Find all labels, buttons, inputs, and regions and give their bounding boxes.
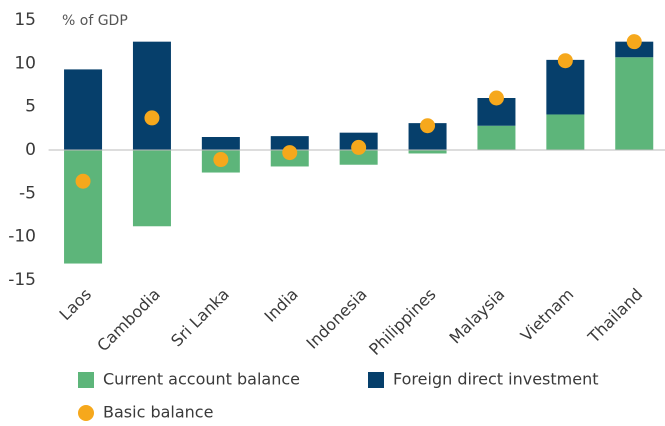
x-tick-label: Cambodia [93, 285, 164, 356]
legend-label: Current account balance [103, 370, 300, 389]
basic-balance-dot [351, 139, 367, 155]
x-tick-label: Indonesia [303, 285, 371, 353]
y-tick-label: 0 [25, 140, 36, 160]
y-tick-label: 5 [25, 97, 36, 117]
bar [270, 136, 309, 150]
bar [132, 41, 171, 150]
bar [477, 125, 516, 150]
bar [546, 114, 585, 150]
legend-label: Foreign direct investment [393, 370, 599, 389]
basic-balance-dot [213, 152, 229, 168]
bar [615, 57, 654, 151]
bar [132, 150, 171, 227]
y-tick-label: -15 [8, 270, 36, 290]
y-tick-label: 10 [14, 53, 36, 73]
bar [339, 150, 378, 165]
y-tick-label: -10 [8, 227, 36, 247]
bar [64, 69, 103, 150]
x-tick-label: Malaysia [446, 285, 509, 348]
basic-balance-dot [75, 173, 91, 189]
basic-balance-dot [282, 145, 298, 161]
bar [64, 150, 103, 264]
basic-balance-dot [626, 34, 642, 50]
legend-swatch [78, 372, 94, 388]
bar [201, 137, 240, 150]
basic-balance-dot [144, 110, 160, 126]
x-tick-label: Laos [56, 285, 95, 324]
x-tick-label: India [261, 285, 302, 326]
basic-balance-dot [557, 53, 573, 69]
bar [615, 41, 654, 58]
legend-label: Basic balance [103, 403, 213, 422]
legend-swatch [78, 405, 94, 421]
x-tick-label: Thailand [584, 285, 647, 348]
basic-balance-dot [488, 90, 504, 106]
bar [408, 150, 447, 154]
bar [546, 59, 585, 115]
legend-swatch [368, 372, 384, 388]
x-tick-label: Sri Lanka [167, 285, 233, 351]
x-tick-label: Philippines [365, 285, 439, 359]
basic-balance-dot [420, 118, 436, 134]
y-tick-label: 15 [14, 10, 36, 30]
x-tick-label: Vietnam [517, 285, 578, 346]
y-tick-label: -5 [19, 183, 36, 203]
unit-annotation: % of GDP [62, 13, 128, 29]
